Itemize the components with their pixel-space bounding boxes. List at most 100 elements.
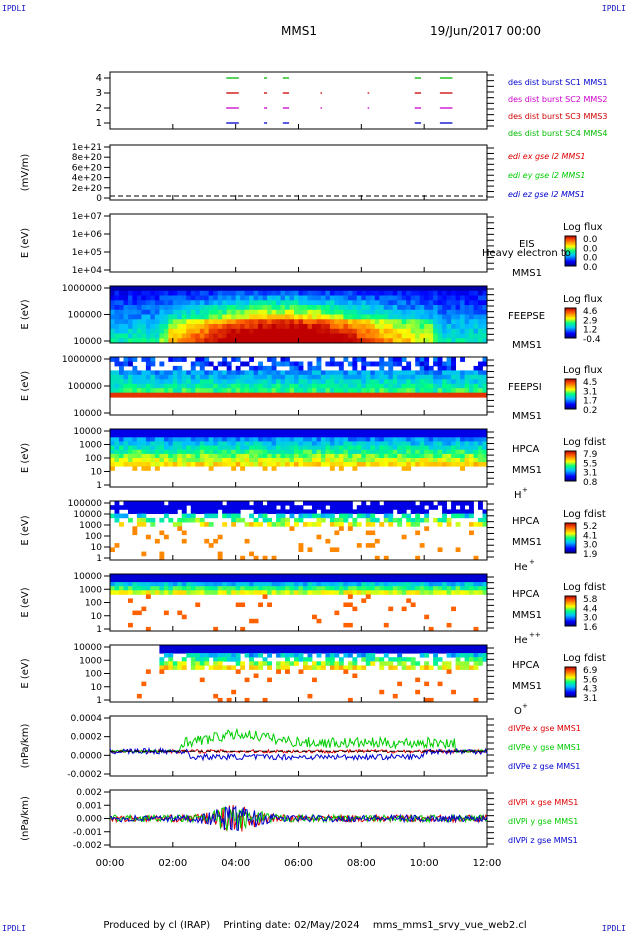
p5-spectrogram-cell <box>329 357 335 362</box>
p7-spectrogram-cell <box>168 517 174 523</box>
p4-spectrogram-cell <box>401 309 407 315</box>
p7-spectrogram-cell <box>231 505 237 510</box>
p5-spectrogram-cell <box>379 374 385 380</box>
p4-spectrogram-cell <box>401 338 407 344</box>
p8-spectrogram-cell <box>244 574 250 579</box>
p8-spectrogram-cell <box>186 582 192 587</box>
p8-spectrogram-cell <box>186 578 192 583</box>
p5-spectrogram-cell <box>316 365 322 371</box>
p6-spectrogram-cell <box>150 437 156 442</box>
p5-spectrogram-cell <box>267 388 272 394</box>
p4-spectrogram-cell <box>141 295 147 301</box>
p9-spectrogram-cell <box>199 657 205 662</box>
p5-spectrogram-cell <box>190 365 196 371</box>
p7-spectrogram-cell <box>397 509 403 514</box>
p7-spectrogram-cell <box>217 555 223 561</box>
p4-spectrogram-cell <box>419 309 425 315</box>
p7-spectrogram-cell <box>352 522 358 527</box>
p5-spectrogram-cell <box>231 370 237 376</box>
p9-spectrogram-cell <box>258 653 263 658</box>
p4-spectrogram-cell <box>419 314 425 320</box>
p7-spectrogram-cell <box>114 501 120 506</box>
p6-spectrogram-cell <box>433 449 438 455</box>
p3-ytick-label: 1e+04 <box>72 266 103 276</box>
p6-spectrogram-cell <box>401 429 407 434</box>
p8-spectrogram-cell <box>267 602 272 607</box>
p4-spectrogram-cell <box>482 295 488 301</box>
p5-ylabel: E (eV) <box>20 371 31 401</box>
p5-spectrogram-cell <box>347 361 353 367</box>
p10-ylabel: (nPa/km) <box>20 724 31 769</box>
p5-spectrogram-cell <box>307 361 313 367</box>
p5-ytick-label: 100000 <box>68 382 103 392</box>
p5-spectrogram-cell <box>136 379 142 385</box>
p6-spectrogram-cell <box>186 449 192 455</box>
p6-spectrogram-cell <box>320 441 326 446</box>
p6-spectrogram-cell <box>163 453 169 459</box>
p5-spectrogram-cell <box>298 379 304 385</box>
p6-spectrogram-cell <box>226 429 232 434</box>
p5-colorbar-title: Log flux <box>563 365 603 376</box>
p5-spectrogram-cell <box>253 392 259 398</box>
p4-spectrogram-cell <box>428 324 434 330</box>
p6-spectrogram-cell <box>298 449 304 455</box>
p4-ytick-label: 1000000 <box>62 284 102 294</box>
p4-spectrogram-cell <box>410 314 416 320</box>
p6-spectrogram-cell <box>195 458 201 463</box>
p7-spectrogram-cell <box>379 505 385 510</box>
p8-spectrogram-cell <box>163 610 169 616</box>
p5-spectrogram-cell <box>370 374 376 380</box>
p9-ytick-label: 1 <box>96 696 102 706</box>
p4-spectrogram-cell <box>235 305 241 311</box>
p6-spectrogram-cell <box>303 458 308 463</box>
p7-spectrogram-cell <box>128 509 133 514</box>
p7-ytick-label: 10000 <box>73 510 102 520</box>
p6-spectrogram-cell <box>190 453 196 459</box>
p8-spectrogram-cell <box>343 602 349 607</box>
p6-spectrogram-cell <box>424 453 430 459</box>
p5-spectrogram-cell <box>258 379 263 385</box>
p5-spectrogram-cell <box>356 379 362 385</box>
p4-spectrogram-cell <box>240 314 246 320</box>
p9-spectrogram-cell <box>159 649 165 654</box>
p9-spectrogram-cell <box>312 677 317 683</box>
p6-spectrogram-cell <box>473 429 479 434</box>
p4-spectrogram-cell <box>181 328 187 334</box>
p6-spectrogram-cell <box>478 458 483 463</box>
p9-spectrogram-cell <box>280 653 286 658</box>
p8-spectrogram-cell <box>240 626 246 632</box>
p6-spectrogram-cell <box>114 441 120 446</box>
p5-spectrogram-cell <box>325 383 331 389</box>
p6-spectrogram-cell <box>298 437 304 442</box>
p6-spectrogram-cell <box>401 441 407 446</box>
p6-spectrogram-cell <box>231 449 237 455</box>
p9-spectrogram-cell <box>401 657 407 662</box>
p4-spectrogram-cell <box>181 309 187 315</box>
p6-spectrogram-cell <box>181 462 187 467</box>
p4-spectrogram-cell <box>271 290 277 296</box>
p6-spectrogram-cell <box>478 449 483 455</box>
p6-spectrogram-cell <box>204 433 210 438</box>
p8-spectrogram-cell <box>199 578 205 583</box>
p4-spectrogram-cell <box>424 338 430 344</box>
p5-spectrogram-cell <box>352 361 358 367</box>
p9-spectrogram-cell <box>455 649 461 654</box>
p7-spectrogram-cell <box>253 522 259 527</box>
p8-spectrogram-cell <box>374 574 380 579</box>
p5-spectrogram-cell <box>145 374 151 380</box>
p5-spectrogram-cell <box>294 365 299 371</box>
p7-spectrogram-cell <box>204 513 210 519</box>
p7-spectrogram-cell <box>217 501 223 506</box>
p4-spectrogram-cell <box>271 300 277 306</box>
p4-spectrogram-cell <box>370 286 376 292</box>
p8-spectrogram-cell <box>123 578 129 583</box>
p4-spectrogram-cell <box>294 328 299 334</box>
p4-spectrogram-cell <box>397 338 403 344</box>
p4-spectrogram-cell <box>473 286 479 292</box>
p5-spectrogram-cell <box>208 392 214 398</box>
p10-ytick-label: 0.0000 <box>71 751 103 761</box>
p5-spectrogram-cell <box>294 388 299 394</box>
p7-spectrogram-cell <box>159 551 165 557</box>
p4-spectrogram-cell <box>415 333 421 339</box>
p6-spectrogram-cell <box>428 462 434 467</box>
